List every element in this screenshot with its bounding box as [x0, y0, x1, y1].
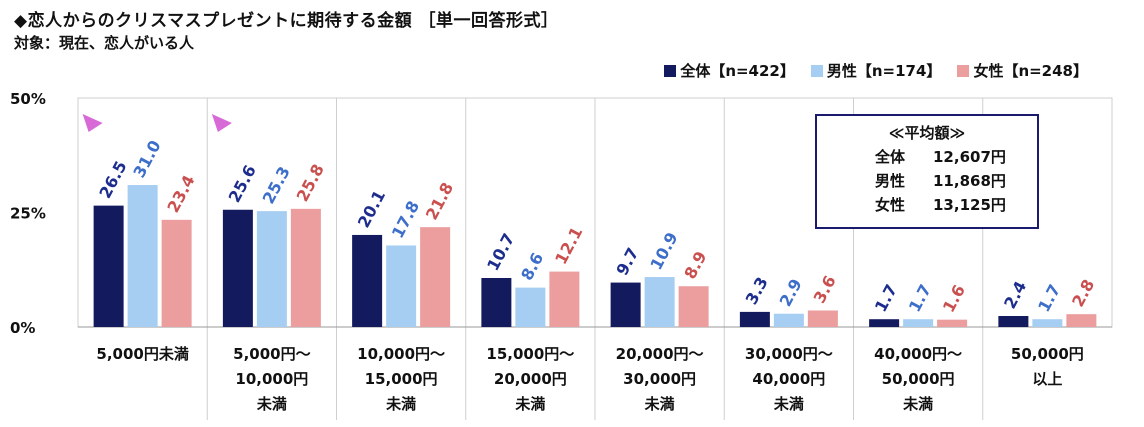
chart-subject: 対象：現在、恋人がいる人 [14, 34, 195, 52]
chart-title: ◆恋人からのクリスマスプレゼントに期待する金額 ［単一回答形式］ [14, 11, 559, 31]
category-label: 40,000円 [752, 370, 825, 388]
legend: 全体【n=422】 男性【n=174】 女性【n=248】 [664, 60, 1088, 81]
data-label: 1.7 [905, 281, 935, 315]
category-label: 未満 [256, 395, 287, 413]
category-label: 10,000円～ [357, 345, 445, 363]
data-label: 21.8 [422, 179, 457, 223]
category-label: 未満 [514, 395, 545, 413]
category-label: 20,000円 [494, 370, 567, 388]
y-tick-label: 50% [10, 90, 46, 108]
average-label-female: 女性 [875, 196, 906, 214]
highlight-marker [211, 114, 232, 132]
legend-swatch-female [957, 64, 970, 77]
bar [515, 287, 546, 327]
bar [1032, 319, 1063, 327]
bar [93, 205, 124, 327]
average-value-total: 12,607円 [933, 148, 1006, 166]
data-label: 20.1 [354, 187, 389, 231]
average-label-total: 全体 [875, 148, 906, 166]
bar [290, 208, 321, 327]
average-value-female: 13,125円 [933, 196, 1006, 214]
average-row-female: 女性 13,125円 [875, 194, 1037, 215]
data-label: 1.7 [871, 281, 901, 315]
data-label: 25.8 [293, 161, 328, 205]
data-label: 31.0 [129, 137, 164, 181]
legend-label-total: 全体【n=422】 [680, 62, 795, 80]
legend-swatch-total [664, 64, 677, 77]
category-label: 5,000円未満 [96, 345, 188, 363]
category-label: 50,000円 [882, 370, 955, 388]
bar [352, 234, 383, 327]
data-label: 23.4 [163, 172, 198, 216]
data-label: 2.9 [776, 276, 806, 310]
data-label: 3.6 [810, 272, 840, 306]
legend-item-total: 全体【n=422】 [664, 60, 795, 81]
average-amount-box: ≪平均額≫ 全体 12,607円 男性 11,868円 女性 13,125円 [815, 114, 1039, 229]
y-tick-label: 25% [10, 205, 46, 223]
bar [739, 311, 770, 327]
bar [161, 219, 192, 327]
legend-label-male: 男性【n=174】 [826, 62, 942, 80]
category-label: 10,000円 [235, 370, 308, 388]
average-row-male: 男性 11,868円 [875, 170, 1037, 191]
average-box-title: ≪平均額≫ [888, 124, 966, 142]
bar [903, 319, 934, 327]
bar [937, 319, 968, 327]
bar [222, 209, 253, 327]
bar [869, 319, 900, 327]
data-label: 25.6 [225, 162, 260, 206]
bar [807, 310, 838, 327]
bar [420, 227, 451, 327]
data-label: 1.6 [939, 282, 969, 316]
category-label: 15,000円 [365, 370, 438, 388]
data-label: 10.7 [483, 230, 518, 274]
bar [610, 282, 641, 327]
data-label: 1.7 [1034, 281, 1064, 315]
category-label: 5,000円～ [233, 345, 310, 363]
category-label: 40,000円～ [874, 345, 962, 363]
data-label: 9.7 [612, 245, 642, 279]
bar [998, 316, 1029, 327]
legend-item-male: 男性【n=174】 [810, 60, 942, 81]
legend-swatch-male [810, 64, 823, 77]
data-label: 17.8 [388, 198, 423, 242]
bar [773, 313, 804, 327]
data-label: 12.1 [551, 224, 586, 268]
data-label: 3.3 [742, 274, 772, 308]
bar [256, 211, 287, 327]
category-label: 以上 [1032, 370, 1062, 388]
bar [386, 245, 417, 327]
category-label: 50,000円 [1011, 345, 1084, 363]
bar [678, 286, 709, 327]
category-label: 未満 [644, 395, 675, 413]
category-label: 30,000円～ [745, 345, 833, 363]
bar [549, 271, 580, 327]
data-label: 25.3 [259, 163, 294, 207]
bar [127, 185, 158, 327]
category-label: 20,000円～ [616, 345, 704, 363]
data-label: 26.5 [95, 158, 130, 202]
bar [481, 277, 512, 327]
data-label: 2.4 [1000, 278, 1030, 312]
category-label: 30,000円 [623, 370, 696, 388]
category-label: 未満 [902, 395, 933, 413]
category-label: 15,000円～ [486, 345, 574, 363]
average-row-total: 全体 12,607円 [875, 146, 1037, 167]
bar [1066, 314, 1097, 327]
category-label: 未満 [385, 395, 416, 413]
data-label: 8.6 [517, 250, 547, 284]
data-label: 10.9 [646, 229, 681, 273]
bar [644, 277, 675, 327]
category-label: 未満 [773, 395, 804, 413]
average-label-male: 男性 [875, 172, 906, 190]
legend-item-female: 女性【n=248】 [957, 60, 1088, 81]
data-label: 2.8 [1068, 276, 1098, 310]
data-label: 8.9 [680, 248, 710, 282]
legend-label-female: 女性【n=248】 [973, 62, 1088, 80]
y-tick-label: 0% [10, 319, 35, 337]
highlight-marker [82, 114, 103, 132]
average-value-male: 11,868円 [933, 172, 1006, 190]
